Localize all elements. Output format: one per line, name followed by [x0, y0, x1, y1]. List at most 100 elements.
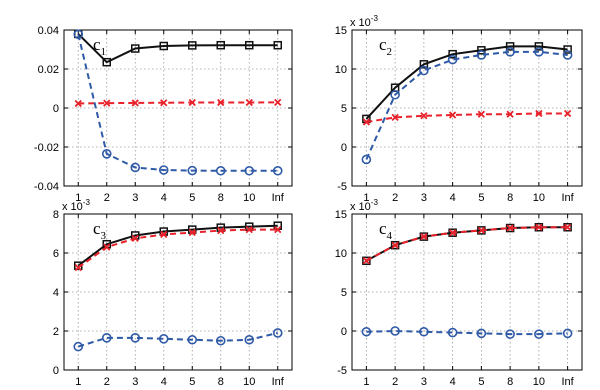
- data-point-square: [534, 42, 544, 51]
- x-tick-label: 8: [507, 192, 513, 204]
- y-tick-label: 0.04: [38, 25, 59, 37]
- data-point-x: [563, 109, 572, 118]
- x-tick-label: 10: [243, 192, 255, 204]
- data-point-x: [274, 225, 282, 234]
- x-tick-label: 1: [75, 376, 81, 388]
- data-point-circle: [419, 65, 429, 76]
- data-point-square: [131, 44, 140, 53]
- x-tick-label: 5: [478, 376, 484, 388]
- series-line: [77, 33, 278, 64]
- data-point-x: [563, 223, 572, 231]
- y-tick-label: 0.02: [38, 64, 59, 76]
- x-tick-label: 4: [161, 376, 167, 388]
- series-circle: [361, 47, 573, 165]
- series-x: [362, 109, 572, 126]
- y-tick-label: -5: [337, 181, 347, 193]
- y-exponent-power: -3: [371, 198, 379, 207]
- series-line: [78, 101, 278, 105]
- x-tick-label: 1: [75, 192, 81, 204]
- data-point-circle: [215, 335, 226, 346]
- data-point-circle: [562, 328, 573, 339]
- x-tick-label: Inf: [272, 376, 285, 388]
- data-point-circle: [244, 334, 255, 345]
- x-tick-label: 1: [363, 192, 369, 204]
- data-point-circle: [272, 328, 283, 338]
- y-tick-label: 15: [335, 25, 347, 37]
- data-point-x: [362, 257, 371, 265]
- data-point-square: [419, 232, 429, 241]
- data-point-circle: [215, 165, 226, 176]
- x-tick-label: 8: [218, 376, 224, 388]
- data-point-x: [188, 228, 196, 237]
- series-line: [77, 224, 278, 267]
- y-tick-label: 5: [341, 287, 347, 299]
- y-exponent-power: -3: [371, 14, 379, 23]
- x-tick-label: Inf: [272, 192, 285, 204]
- y-tick-label: 10: [335, 248, 347, 260]
- x-tick-label: 4: [161, 192, 167, 204]
- data-point-circle: [447, 327, 458, 338]
- data-point-x: [420, 112, 428, 120]
- x-tick-label: 2: [104, 192, 110, 204]
- data-point-x: [217, 98, 225, 107]
- data-point-square: [563, 45, 572, 54]
- plot-area: [352, 214, 582, 370]
- x-tick-label: 5: [189, 192, 195, 204]
- data-point-x: [160, 99, 168, 107]
- data-point-x: [160, 230, 168, 239]
- subplot-title-subscript: 3: [101, 230, 107, 242]
- data-point-square: [362, 256, 371, 266]
- data-point-square: [216, 40, 225, 50]
- series-square: [74, 29, 282, 67]
- data-point-circle: [101, 149, 112, 159]
- data-point-circle: [361, 326, 372, 337]
- data-point-circle: [130, 333, 141, 343]
- data-point-x: [188, 98, 196, 107]
- data-point-circle: [272, 165, 283, 176]
- data-point-x: [391, 113, 399, 121]
- series-x: [362, 223, 572, 265]
- y-tick-label: 0: [53, 365, 59, 377]
- data-point-x: [131, 99, 139, 107]
- data-point-x: [535, 223, 543, 231]
- data-point-circle: [390, 89, 400, 100]
- x-tick-label: 10: [533, 376, 545, 388]
- data-point-circle: [73, 341, 84, 352]
- data-point-circle: [505, 47, 515, 57]
- x-tick-label: 8: [218, 192, 224, 204]
- y-tick-label: 4: [53, 287, 59, 299]
- data-point-circle: [361, 154, 372, 165]
- series-line: [366, 112, 568, 124]
- data-point-x: [535, 109, 543, 118]
- data-point-circle: [130, 162, 141, 173]
- data-point-x: [448, 111, 457, 119]
- data-point-x: [448, 229, 457, 237]
- data-point-square: [273, 40, 282, 50]
- x-tick-label: 3: [421, 192, 427, 204]
- y-tick-label: 0: [341, 326, 347, 338]
- plot-area: [64, 30, 292, 186]
- data-point-square: [419, 60, 429, 69]
- series-x: [74, 225, 282, 272]
- data-point-circle: [534, 329, 544, 339]
- series-line: [77, 228, 278, 269]
- y-tick-label: -5: [337, 365, 347, 377]
- series-line: [365, 226, 568, 262]
- y-tick-label: 15: [335, 209, 347, 221]
- x-tick-label: 4: [450, 192, 456, 204]
- data-point-circle: [187, 165, 198, 176]
- x-tick-label: 2: [392, 192, 398, 204]
- x-tick-label: 10: [533, 192, 545, 204]
- y-tick-label: 0: [341, 142, 347, 154]
- x-tick-label: Inf: [562, 376, 575, 388]
- y-tick-label: 8: [53, 209, 59, 221]
- y-tick-label: 2: [53, 326, 59, 338]
- data-point-circle: [390, 326, 400, 336]
- data-point-square: [188, 41, 197, 50]
- data-point-circle: [419, 326, 429, 337]
- y-tick-label: -0.02: [34, 142, 59, 154]
- series-square: [362, 42, 572, 124]
